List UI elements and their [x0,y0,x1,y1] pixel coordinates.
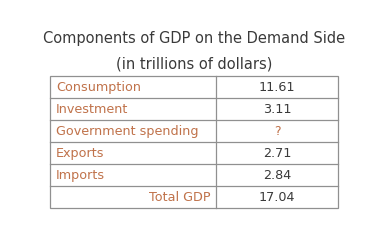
Text: Consumption: Consumption [56,81,141,94]
Text: Government spending: Government spending [56,125,199,138]
Bar [50,76,338,208]
Text: Investment: Investment [56,103,128,116]
Text: 17.04: 17.04 [259,191,296,204]
Text: Components of GDP on the Demand Side: Components of GDP on the Demand Side [43,31,345,46]
Text: Exports: Exports [56,147,105,160]
Text: 2.84: 2.84 [263,169,291,182]
Text: Total GDP: Total GDP [149,191,210,204]
Text: ?: ? [274,125,280,138]
Text: 2.71: 2.71 [263,147,291,160]
Text: 11.61: 11.61 [259,81,296,94]
Text: Imports: Imports [56,169,105,182]
Text: 3.11: 3.11 [263,103,291,116]
Text: (in trillions of dollars): (in trillions of dollars) [116,56,273,72]
